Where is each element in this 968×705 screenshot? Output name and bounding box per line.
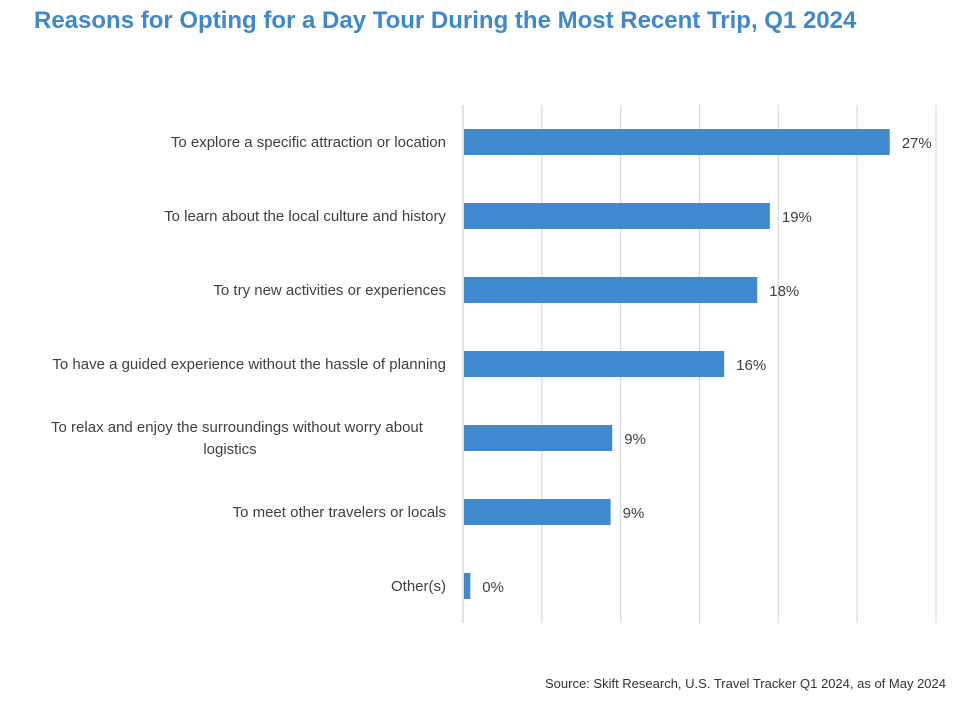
data-label: 18% xyxy=(769,283,799,300)
data-label: 16% xyxy=(736,357,766,374)
bar xyxy=(464,129,890,155)
bar xyxy=(464,203,770,229)
category-label: To have a guided experience without the … xyxy=(52,356,446,373)
category-label: To try new activities or experiences xyxy=(213,282,446,299)
category-labels: To explore a specific attraction or loca… xyxy=(51,134,446,595)
bar xyxy=(464,351,725,377)
bar xyxy=(464,425,613,451)
category-label: To learn about the local culture and his… xyxy=(164,208,446,225)
bar xyxy=(464,499,611,525)
bar xyxy=(464,573,471,599)
data-label: 0% xyxy=(482,579,504,596)
data-label: 27% xyxy=(902,135,932,152)
bars xyxy=(464,129,890,599)
data-labels: 27% 19% 18% 16% 9% 9% 0% xyxy=(482,135,931,596)
data-label: 9% xyxy=(624,431,646,448)
bar xyxy=(464,277,758,303)
data-label: 9% xyxy=(623,505,645,522)
category-label: To meet other travelers or locals xyxy=(233,504,446,521)
data-label: 19% xyxy=(782,209,812,226)
chart-title: Reasons for Opting for a Day Tour During… xyxy=(34,7,857,34)
category-label: To explore a specific attraction or loca… xyxy=(171,134,446,151)
source-note: Source: Skift Research, U.S. Travel Trac… xyxy=(544,676,946,691)
category-label: Other(s) xyxy=(391,578,446,595)
category-label: To relax and enjoy the surroundings with… xyxy=(51,419,424,458)
